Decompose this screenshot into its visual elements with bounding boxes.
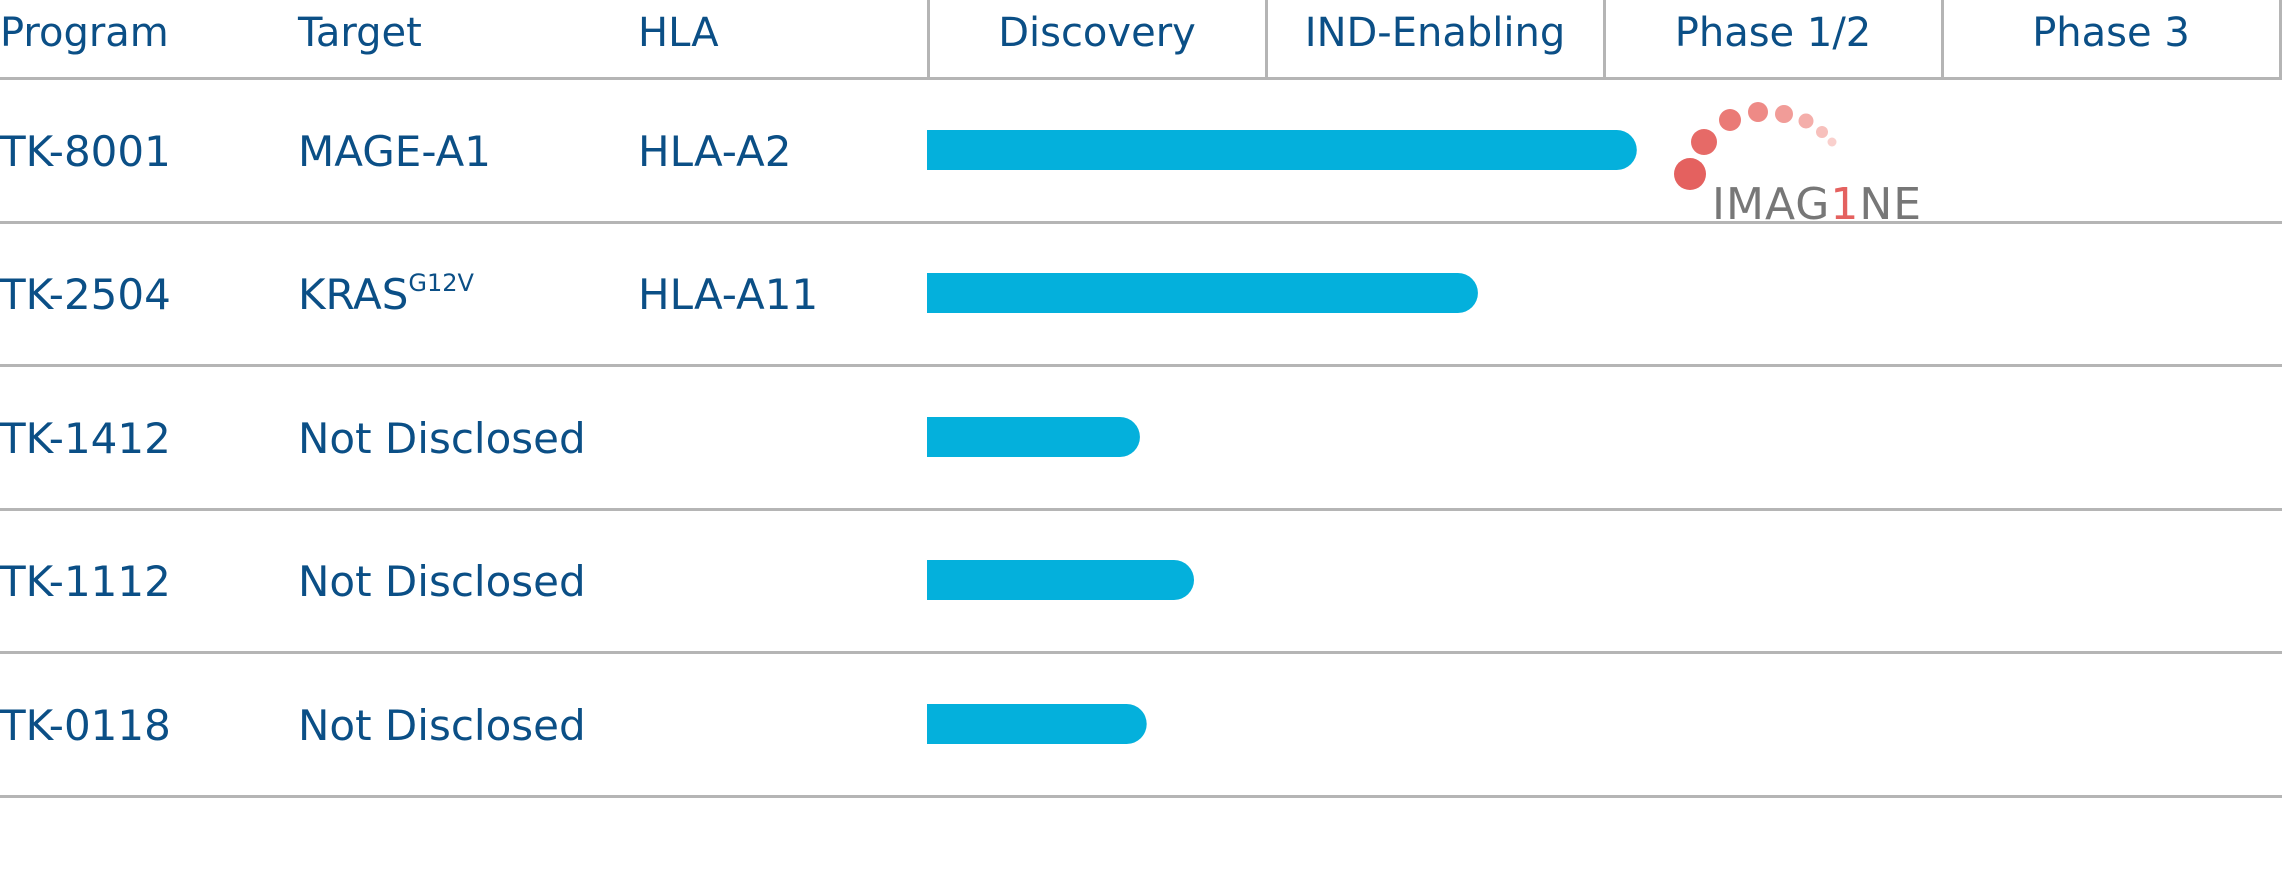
hla-type: HLA-A11 xyxy=(638,270,819,319)
stage-divider xyxy=(1265,0,1268,78)
program-column-header: Program xyxy=(0,10,169,56)
target-name: Not Disclosed xyxy=(298,557,586,606)
target-name: Not Disclosed xyxy=(298,414,586,463)
pipeline-bar-tk-1412 xyxy=(927,417,1140,457)
program-name: TK-0118 xyxy=(0,701,171,750)
imagine-logo-text: IMAG1NE xyxy=(1712,179,1923,230)
stage-divider xyxy=(1941,0,1944,78)
target-name: Not Disclosed xyxy=(298,701,586,750)
program-name: TK-2504 xyxy=(0,270,171,319)
stage-header-phase-3: Phase 3 xyxy=(2032,10,2190,56)
pipeline-bar-tk-1112 xyxy=(927,560,1195,600)
row-divider xyxy=(0,364,2282,367)
target-name: MAGE-A1 xyxy=(298,127,491,176)
stage-header-ind-enabling: IND-Enabling xyxy=(1304,10,1566,56)
target-column-header: Target xyxy=(298,10,422,56)
hla-column-header: HLA xyxy=(638,10,719,56)
stage-divider xyxy=(927,0,930,78)
pipeline-bar-tk-8001 xyxy=(927,130,1637,170)
target-mutation-superscript: G12V xyxy=(408,269,474,297)
hla-type: HLA-A2 xyxy=(638,127,792,176)
stage-header-discovery: Discovery xyxy=(998,10,1196,56)
row-divider xyxy=(0,651,2282,654)
target-name: KRASG12V xyxy=(298,269,474,319)
stage-header-phase-1-2: Phase 1/2 xyxy=(1674,10,1872,56)
pipeline-bar-tk-2504 xyxy=(927,273,1478,313)
header-rule xyxy=(0,77,2282,80)
pipeline-bar-tk-0118 xyxy=(927,704,1147,744)
imagine-partner-logo: IMAG1NE xyxy=(1670,96,1940,230)
row-divider xyxy=(0,795,2282,798)
row-divider xyxy=(0,221,2282,224)
stage-divider xyxy=(1603,0,1606,78)
imagine-dots-icon xyxy=(1674,102,1837,190)
program-name: TK-1112 xyxy=(0,557,171,606)
program-name: TK-1412 xyxy=(0,414,171,463)
row-divider xyxy=(0,508,2282,511)
stage-divider xyxy=(2279,0,2282,78)
program-name: TK-8001 xyxy=(0,127,171,176)
